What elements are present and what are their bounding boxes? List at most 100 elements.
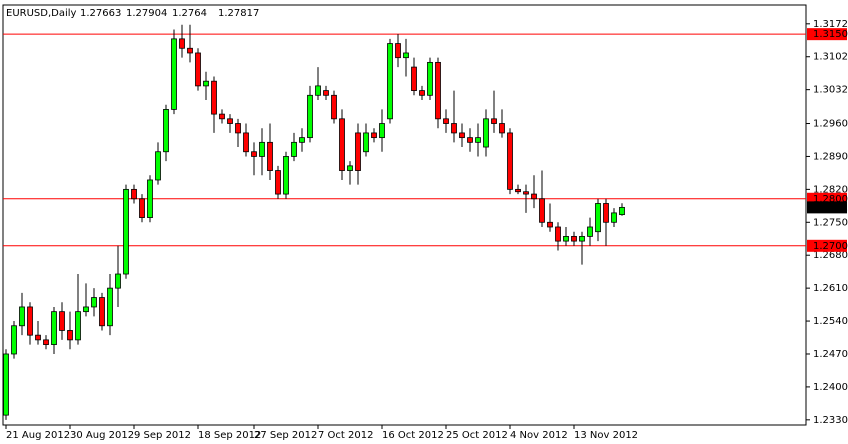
candle-body — [459, 132, 465, 139]
x-tick-label: 27 Sep 2012 — [254, 430, 317, 441]
y-tick-label: 1.25400 — [813, 316, 848, 327]
candle-body — [251, 151, 257, 157]
candle-body — [323, 90, 329, 96]
candle-body — [523, 191, 529, 195]
x-tick-label: 30 Aug 2012 — [70, 430, 134, 441]
level-label-box — [807, 28, 847, 41]
candle-body — [275, 170, 281, 195]
price-tag: 1.27817 — [813, 202, 848, 213]
y-tick-label: 1.30320 — [813, 85, 848, 96]
candle-body — [443, 118, 449, 124]
candle-body — [547, 221, 553, 228]
x-tick-label: 13 Nov 2012 — [574, 430, 638, 441]
y-tick-label: 1.23300 — [813, 415, 848, 426]
header-open: 1.27663 — [80, 8, 121, 19]
candle-body — [179, 38, 185, 49]
candle-body — [211, 80, 217, 115]
level-label: 1.28000 — [813, 194, 848, 205]
candle-body — [483, 118, 489, 148]
candle-body — [603, 203, 609, 223]
x-tick-label: 25 Oct 2012 — [446, 430, 508, 441]
y-tick-label: 1.28200 — [813, 184, 848, 195]
candle-body — [403, 52, 409, 59]
candle-body — [131, 188, 137, 200]
candle-body — [571, 235, 577, 242]
candle-body — [59, 311, 65, 331]
candle-body — [619, 206, 625, 216]
plot-frame — [2, 4, 807, 426]
candle-body — [67, 330, 73, 341]
y-tick-label: 1.24000 — [813, 382, 848, 393]
candle-body — [259, 141, 265, 157]
header-high: 1.27904 — [126, 8, 167, 19]
candle-body — [267, 141, 273, 171]
header-close: 1.27817 — [218, 8, 259, 19]
candle-body — [203, 80, 209, 87]
y-tick-label: 1.29600 — [813, 119, 848, 130]
candle-body — [363, 132, 369, 153]
level-label: 1.27000 — [813, 241, 848, 252]
candle-body — [27, 306, 33, 336]
candle-body — [147, 179, 153, 218]
y-tick-label: 1.31020 — [813, 52, 848, 63]
candle-body — [291, 141, 297, 157]
candle-body — [435, 61, 441, 120]
level-label: 1.31500 — [813, 29, 848, 40]
candle-body — [475, 137, 481, 143]
candle-body — [531, 193, 537, 200]
candle-body — [19, 306, 25, 327]
candle-body — [427, 61, 433, 96]
candle-body — [163, 109, 169, 153]
x-tick-label: 21 Aug 2012 — [6, 430, 70, 441]
candle-body — [499, 123, 505, 134]
y-tick-label: 1.24700 — [813, 349, 848, 360]
y-tick-label: 1.27500 — [813, 217, 848, 228]
candle-body — [299, 137, 305, 143]
candle-body — [11, 325, 17, 355]
candle-body — [3, 353, 9, 416]
candle-body — [387, 43, 393, 120]
y-tick-label: 1.28900 — [813, 151, 848, 162]
candle-body — [355, 132, 361, 171]
candle-body — [195, 52, 201, 87]
candle-body — [451, 123, 457, 134]
candle-body — [515, 188, 521, 193]
candle-body — [395, 43, 401, 59]
x-tick-label: 7 Oct 2012 — [318, 430, 373, 441]
candle-body — [83, 306, 89, 313]
candle-body — [611, 212, 617, 223]
candle-body — [187, 47, 193, 54]
x-tick-label: 18 Sep 2012 — [198, 430, 261, 441]
candle-body — [331, 94, 337, 120]
x-tick-label: 4 Nov 2012 — [510, 430, 568, 441]
y-tick-label: 1.26800 — [813, 250, 848, 261]
candle-body — [139, 198, 145, 218]
candle-body — [467, 137, 473, 143]
level-label-box — [807, 239, 847, 252]
candle-body — [75, 311, 81, 341]
header-low: 1.2764 — [172, 8, 207, 19]
candle-body — [339, 118, 345, 171]
candle-body — [507, 132, 513, 190]
candle-body — [243, 132, 249, 153]
candle-body — [595, 203, 601, 233]
candle-body — [539, 198, 545, 223]
x-tick-label: 16 Oct 2012 — [382, 430, 444, 441]
candle-body — [43, 339, 49, 345]
candle-body — [587, 226, 593, 237]
candle-body — [235, 123, 241, 134]
candle-body — [579, 235, 585, 242]
candle-body — [35, 334, 41, 341]
candle-body — [219, 113, 225, 120]
candle-body — [171, 38, 177, 110]
chart-title: EURUSD,Daily — [6, 8, 77, 19]
candle-body — [347, 165, 353, 171]
y-tick-label: 1.26100 — [813, 283, 848, 294]
candle-body — [371, 132, 377, 139]
candle-body — [107, 287, 113, 327]
candle-body — [555, 226, 561, 242]
candle-body — [123, 188, 129, 275]
candle-body — [283, 156, 289, 195]
candle-body — [419, 90, 425, 96]
